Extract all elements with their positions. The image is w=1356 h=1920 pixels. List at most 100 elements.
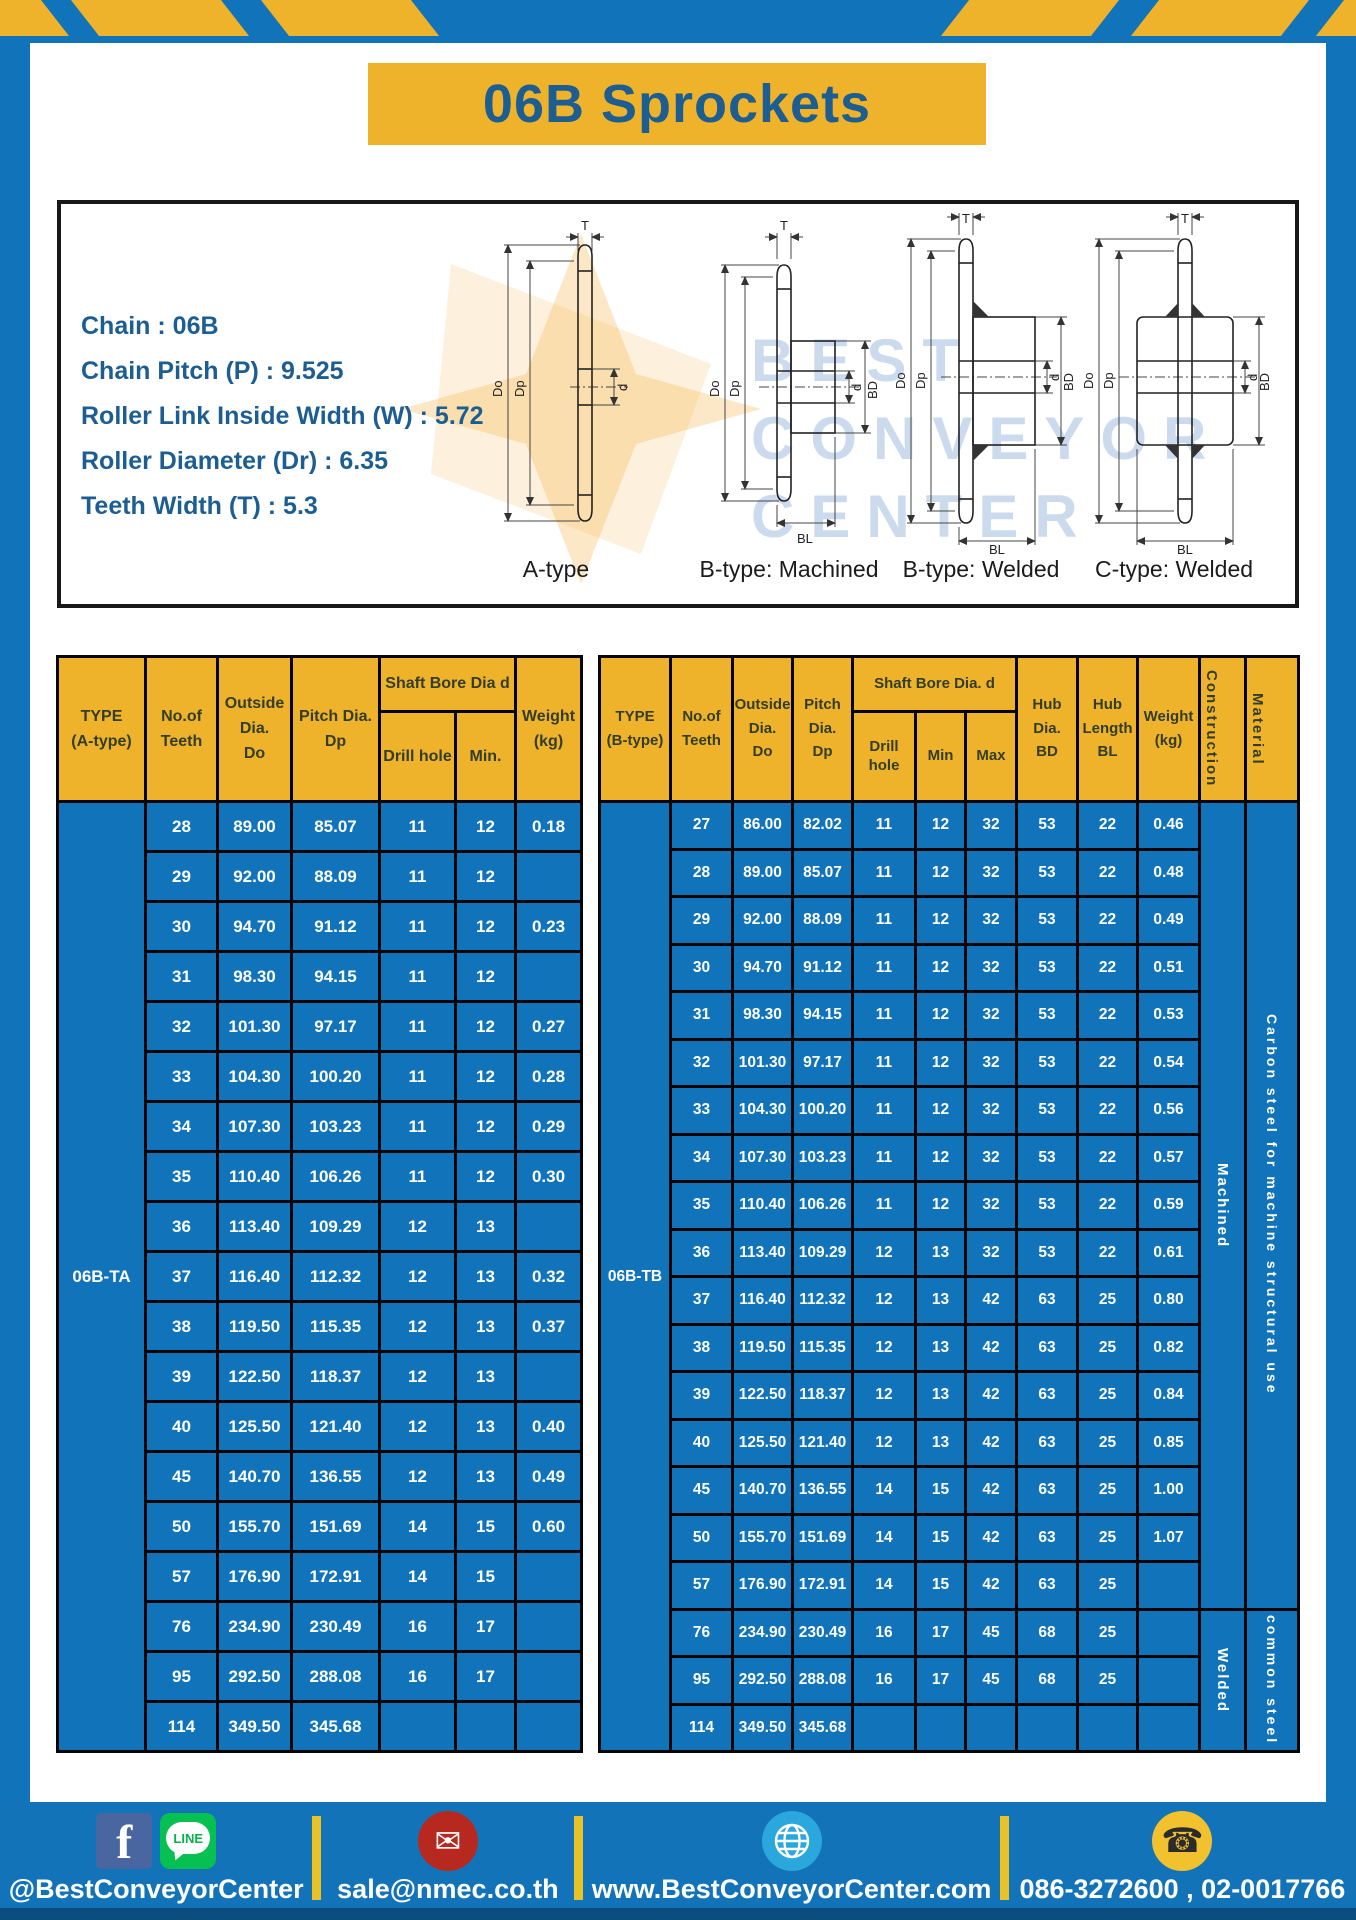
- data-cell: 32: [963, 895, 1019, 946]
- data-cell: 28: [144, 800, 219, 853]
- svg-text:Do: Do: [1081, 372, 1096, 389]
- data-cell: 11: [851, 847, 917, 898]
- data-cell: 38: [144, 1300, 219, 1353]
- data-cell: 0.46: [1136, 800, 1202, 851]
- diagram-caption: B-type: Machined: [699, 556, 879, 582]
- data-cell: 11: [851, 1085, 917, 1136]
- svg-text:d: d: [615, 384, 630, 391]
- data-cell: 12: [454, 900, 517, 953]
- data-cell: 0.49: [514, 1450, 583, 1503]
- mail-icon: ✉: [417, 1811, 478, 1871]
- data-cell: 98.30: [216, 950, 293, 1003]
- header-text-line: Dia.: [808, 719, 837, 737]
- data-cell: 12: [378, 1200, 457, 1253]
- data-cell: 121.40: [791, 1417, 854, 1468]
- data-cell: 0.80: [1136, 1275, 1202, 1326]
- table-row: 37 116.40 112.32 12 13 0.32: [58, 1250, 583, 1303]
- data-cell: 53: [1015, 1180, 1080, 1231]
- data-cell: 0.49: [1136, 895, 1202, 946]
- table-row: 06B-TA 28 89.00 85.07 11 12 0.18: [56, 800, 583, 1753]
- table-row: 50 155.70 151.69 14 15 42 63 25 1.07: [600, 1512, 1299, 1563]
- data-cell: 32: [963, 1180, 1019, 1231]
- data-cell: 0.51: [1136, 942, 1202, 993]
- data-cell: 11: [851, 1037, 917, 1088]
- data-cell: 13: [914, 1370, 967, 1421]
- header-text-line: (A-type): [71, 732, 132, 750]
- data-cell: 12: [914, 1085, 967, 1136]
- data-cell: 53: [1015, 1085, 1080, 1136]
- table-row: 38 119.50 115.35 12 13 0.37: [58, 1300, 583, 1353]
- data-cell: 85.07: [290, 800, 381, 853]
- data-cell: 109.29: [791, 1227, 854, 1278]
- col-header-teeth: No.of Teeth: [144, 655, 219, 803]
- data-cell: 0.53: [1136, 990, 1202, 1041]
- data-cell: 25: [1076, 1322, 1140, 1373]
- table-row: 95 292.50 288.08 16 17: [58, 1650, 583, 1703]
- data-cell: 107.30: [216, 1100, 293, 1153]
- header-text-line: Dp: [812, 743, 833, 761]
- table-row: 39 122.50 118.37 12 13 42 63 25 0.84: [600, 1370, 1299, 1421]
- data-cell: 0.60: [514, 1500, 583, 1553]
- data-cell: 25: [1076, 1560, 1140, 1611]
- col-header-weight: Weight (kg): [514, 655, 583, 803]
- data-cell: 32: [963, 1037, 1019, 1088]
- svg-text:BL: BL: [989, 542, 1005, 554]
- svg-text:d: d: [849, 384, 864, 391]
- data-cell: 155.70: [731, 1512, 794, 1563]
- data-cell: 32: [963, 942, 1019, 993]
- data-cell: 42: [963, 1275, 1019, 1326]
- stripe-decoration: [70, 0, 250, 36]
- data-cell: 113.40: [731, 1227, 794, 1278]
- data-cell: 12: [378, 1250, 457, 1303]
- data-cell: 15: [454, 1550, 517, 1603]
- stripe-decoration: [940, 0, 1120, 36]
- data-cell: 106.26: [791, 1180, 854, 1231]
- stripe-decoration: [1130, 0, 1310, 36]
- data-cell: 349.50: [216, 1700, 293, 1753]
- data-cell: 95: [144, 1650, 219, 1703]
- data-cell: 53: [1015, 847, 1080, 898]
- header-text-line: No.of: [161, 707, 202, 725]
- data-cell: [1015, 1702, 1080, 1753]
- data-cell: 63: [1015, 1370, 1080, 1421]
- data-cell: 345.68: [791, 1702, 854, 1753]
- data-cell: 17: [454, 1650, 517, 1703]
- data-cell: 16: [851, 1655, 917, 1706]
- footer-divider: [999, 1816, 1009, 1900]
- data-cell: 136.55: [791, 1465, 854, 1516]
- data-cell: 155.70: [216, 1500, 293, 1553]
- header-text-line: No.of: [682, 707, 721, 725]
- col-header-min: Min: [914, 710, 967, 803]
- data-cell: 22: [1076, 990, 1140, 1041]
- data-cell: 76: [144, 1600, 219, 1653]
- header-text-line: Dia.: [239, 720, 270, 737]
- data-cell: 17: [454, 1600, 517, 1653]
- construction-cell: Welded: [1198, 1607, 1248, 1753]
- table-row: 76 234.90 230.49 16 17: [58, 1600, 583, 1653]
- data-cell: 82.02: [791, 800, 854, 851]
- data-cell: 50: [144, 1500, 219, 1553]
- svg-text:T: T: [581, 219, 589, 233]
- header-text-line: Do: [752, 743, 773, 761]
- data-cell: 42: [963, 1465, 1019, 1516]
- watermark-line: BEST: [751, 327, 976, 394]
- data-cell: 11: [378, 1050, 457, 1103]
- table-row: 33 104.30 100.20 11 12 0.28: [58, 1050, 583, 1103]
- data-cell: 32: [963, 1085, 1019, 1136]
- construction-cell: Machined: [1198, 800, 1248, 1611]
- data-cell: 53: [1015, 1132, 1080, 1183]
- top-stripe-band: [0, 0, 1356, 43]
- col-header-outside-dia: Outside Dia. Do: [216, 655, 293, 803]
- table-row: 06B-TB 27 86.00 82.02 11 12 32 53 22 0.46 Machined…: [598, 800, 1301, 1753]
- data-cell: 101.30: [731, 1037, 794, 1088]
- svg-text:Do: Do: [490, 380, 505, 397]
- data-cell: [454, 1700, 517, 1753]
- data-cell: 11: [378, 950, 457, 1003]
- data-cell: 50: [669, 1512, 734, 1563]
- data-cell: 11: [851, 1132, 917, 1183]
- header-text-line: (B-type): [606, 731, 664, 749]
- col-header-pitch-dia: Pitch Dia. Dp: [290, 655, 381, 803]
- data-cell: 12: [914, 1037, 967, 1088]
- data-cell: 42: [963, 1512, 1019, 1563]
- data-cell: 119.50: [216, 1300, 293, 1353]
